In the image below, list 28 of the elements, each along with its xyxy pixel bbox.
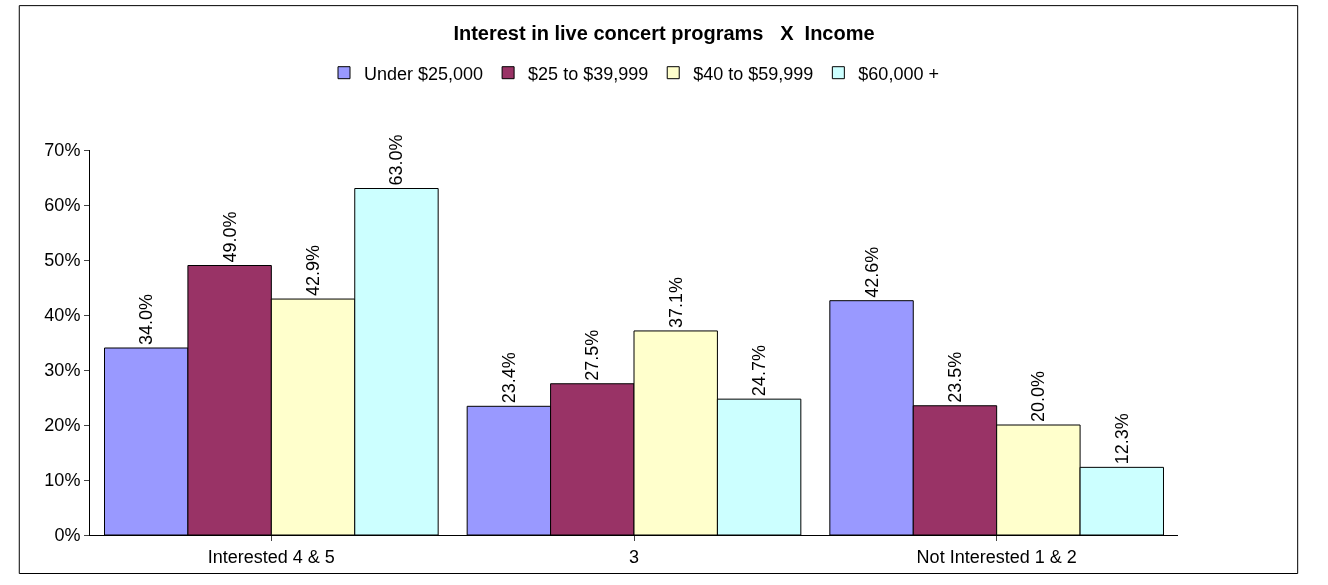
y-tick-label: 60%: [44, 195, 81, 216]
data-label: 42.6%: [861, 246, 882, 298]
x-tick-label: Not Interested 1 & 2: [916, 546, 1077, 567]
data-label: 37.1%: [665, 276, 686, 328]
legend-label: Under $25,000: [364, 63, 484, 84]
y-tick-label: 10%: [44, 470, 81, 491]
data-label: 63.0%: [386, 134, 407, 186]
data-label: 42.9%: [303, 245, 324, 297]
data-label: 49.0%: [219, 211, 240, 263]
data-label: 12.3%: [1111, 413, 1132, 465]
y-tick-label: 0%: [54, 525, 81, 546]
legend-label: $60,000 +: [858, 63, 939, 84]
data-label: 23.4%: [498, 352, 519, 404]
data-label: 23.5%: [944, 351, 965, 403]
y-tick-label: 50%: [44, 250, 81, 271]
y-tick-label: 20%: [44, 415, 81, 436]
data-label: 24.7%: [749, 345, 770, 397]
y-tick-label: 70%: [44, 140, 81, 161]
data-label: 20.0%: [1028, 370, 1049, 422]
data-label: 34.0%: [136, 293, 157, 345]
legend-label: $40 to $59,999: [693, 63, 814, 84]
x-tick-label: 3: [628, 546, 640, 567]
data-label: 27.5%: [582, 329, 603, 381]
chart-title: Interest in live concert programs X Income: [453, 22, 875, 45]
y-tick-label: 30%: [44, 360, 81, 381]
legend-label: $25 to $39,999: [528, 63, 649, 84]
x-tick-label: Interested 4 & 5: [207, 546, 335, 567]
y-tick-label: 40%: [44, 305, 81, 326]
